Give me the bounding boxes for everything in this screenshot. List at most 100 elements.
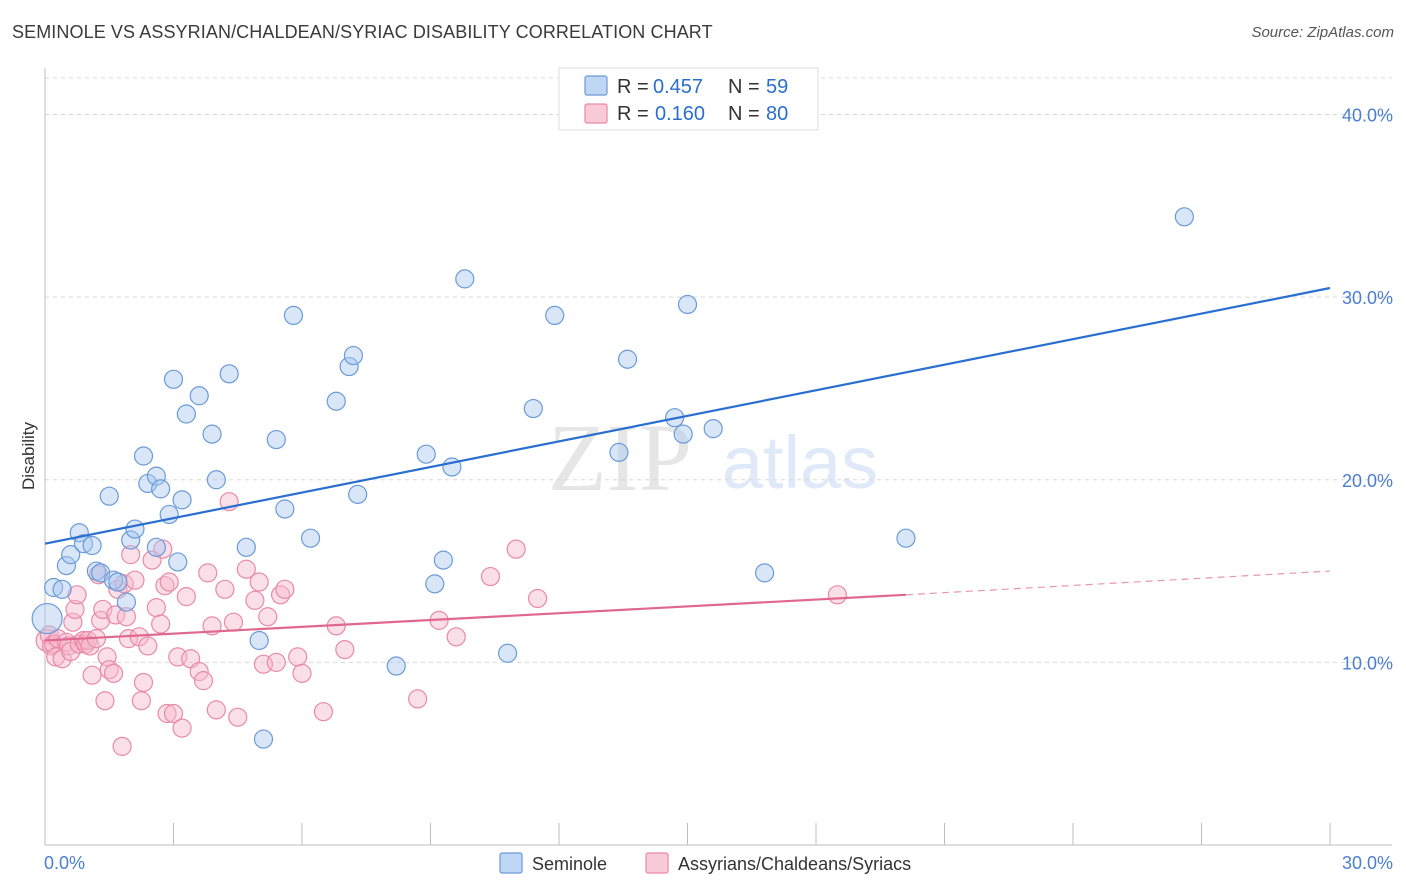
assyrian-point xyxy=(480,566,501,587)
x-tick-label: 0.0% xyxy=(44,853,85,873)
seminole-point xyxy=(326,391,346,411)
assyrian-point xyxy=(236,559,256,579)
seminole-point xyxy=(275,499,295,519)
seminole-point xyxy=(433,550,453,570)
seminole-point xyxy=(82,535,102,556)
assyrian-point xyxy=(228,707,248,727)
assyrian-point xyxy=(121,545,141,565)
seminole-point xyxy=(339,356,359,377)
seminole-point xyxy=(253,729,274,749)
axes xyxy=(44,68,1392,846)
source-label: Source: ZipAtlas.com xyxy=(1251,24,1394,41)
assyrian-point xyxy=(159,572,179,592)
assyrian-point xyxy=(189,661,209,682)
seminole-point xyxy=(498,643,518,663)
seminole-points xyxy=(31,207,1194,749)
seminole-point xyxy=(617,349,638,369)
seminole-point xyxy=(677,294,698,315)
seminole-point xyxy=(896,528,916,548)
assyrian-point xyxy=(172,718,192,738)
seminole-point xyxy=(31,602,63,635)
seminole-point xyxy=(116,592,136,612)
seminole-point xyxy=(121,530,141,550)
seminole-point xyxy=(703,419,723,439)
seminole-point xyxy=(176,404,196,424)
assyrian-point xyxy=(193,671,214,691)
y-tick-label: 40.0% xyxy=(1342,106,1393,126)
assyrian-point xyxy=(266,652,286,672)
y-tick-label: 20.0% xyxy=(1342,471,1393,491)
legend-swatch-seminole xyxy=(584,75,608,96)
assyrian-point xyxy=(249,572,269,592)
assyrian-point xyxy=(138,636,158,656)
seminole-trend-line xyxy=(44,286,1331,545)
assyrian-trend-line xyxy=(44,593,907,642)
seminole-point xyxy=(219,364,239,384)
seminole-point xyxy=(523,398,543,419)
chart-title: SEMINOLE VS ASSYRIAN/CHALDEAN/SYRIAC DIS… xyxy=(12,22,713,42)
legend-r-value-0: 0.457 xyxy=(653,76,703,98)
assyrian-point xyxy=(133,672,154,693)
trend-lines xyxy=(44,286,1331,642)
assyrian-point xyxy=(112,736,132,756)
seminole-point xyxy=(151,479,171,499)
legend-r-label-1: R = xyxy=(617,103,649,125)
seminole-point xyxy=(266,429,286,450)
assyrian-point xyxy=(313,702,334,722)
seminole-point xyxy=(108,572,128,592)
assyrian-point xyxy=(292,663,312,683)
assyrian-point xyxy=(125,570,145,590)
seminole-point xyxy=(425,574,445,594)
y-tick-label: 10.0% xyxy=(1342,653,1393,673)
assyrian-points xyxy=(35,492,848,756)
seminole-point xyxy=(146,537,166,557)
assyrian-point xyxy=(80,636,100,656)
legend-r-value-1: 0.160 xyxy=(655,103,705,125)
assyrian-point xyxy=(198,563,218,583)
seminole-point xyxy=(348,484,368,504)
seminole-point xyxy=(172,490,192,510)
assyrian-point xyxy=(275,579,295,599)
assyrian-point xyxy=(223,612,244,632)
bottom-legend-swatch-assyrian xyxy=(645,852,669,874)
seminole-point xyxy=(416,444,436,464)
assyrian-point xyxy=(153,539,173,559)
assyrian-point xyxy=(157,703,177,724)
seminole-point xyxy=(609,442,629,462)
seminole-point xyxy=(343,345,363,366)
seminole-point xyxy=(146,466,166,486)
assyrian-point xyxy=(827,585,848,605)
assyrian-point xyxy=(151,614,171,634)
legend-n-label-0: N = xyxy=(728,76,760,98)
watermark-zip: ZIP xyxy=(548,404,692,511)
seminole-point xyxy=(386,656,406,676)
assyrian-point xyxy=(527,588,548,609)
assyrian-point xyxy=(65,599,85,620)
seminole-point xyxy=(249,630,269,651)
seminole-point xyxy=(545,305,565,326)
seminole-point xyxy=(125,519,145,539)
x-tick-label: 30.0% xyxy=(1342,853,1393,873)
assyrian-point xyxy=(335,639,355,660)
seminole-point xyxy=(1174,207,1194,227)
top-legend: R = 0.457 N = 59 R = 0.160 N = 80 xyxy=(558,67,819,131)
tick-labels: 10.0% 20.0% 30.0% 40.0% 0.0% 30.0% xyxy=(44,106,1393,873)
seminole-point xyxy=(99,486,119,506)
assyrian-point xyxy=(146,597,166,618)
assyrian-point xyxy=(258,607,278,627)
seminole-point xyxy=(168,552,188,572)
assyrian-point xyxy=(116,607,136,627)
assyrian-point xyxy=(506,539,526,559)
bottom-legend-label-assyrian: Assyrians/Chaldeans/Syriacs xyxy=(678,854,911,874)
assyrian-point xyxy=(215,579,235,599)
assyrian-point xyxy=(163,703,184,724)
assyrian-point xyxy=(82,665,102,685)
seminole-point xyxy=(163,369,184,389)
assyrian-point xyxy=(206,700,226,720)
assyrian-point xyxy=(288,647,308,667)
assyrian-point xyxy=(131,691,151,711)
seminole-point xyxy=(52,579,72,599)
bottom-legend-label-seminole: Seminole xyxy=(532,854,607,874)
assyrian-point xyxy=(176,587,196,607)
